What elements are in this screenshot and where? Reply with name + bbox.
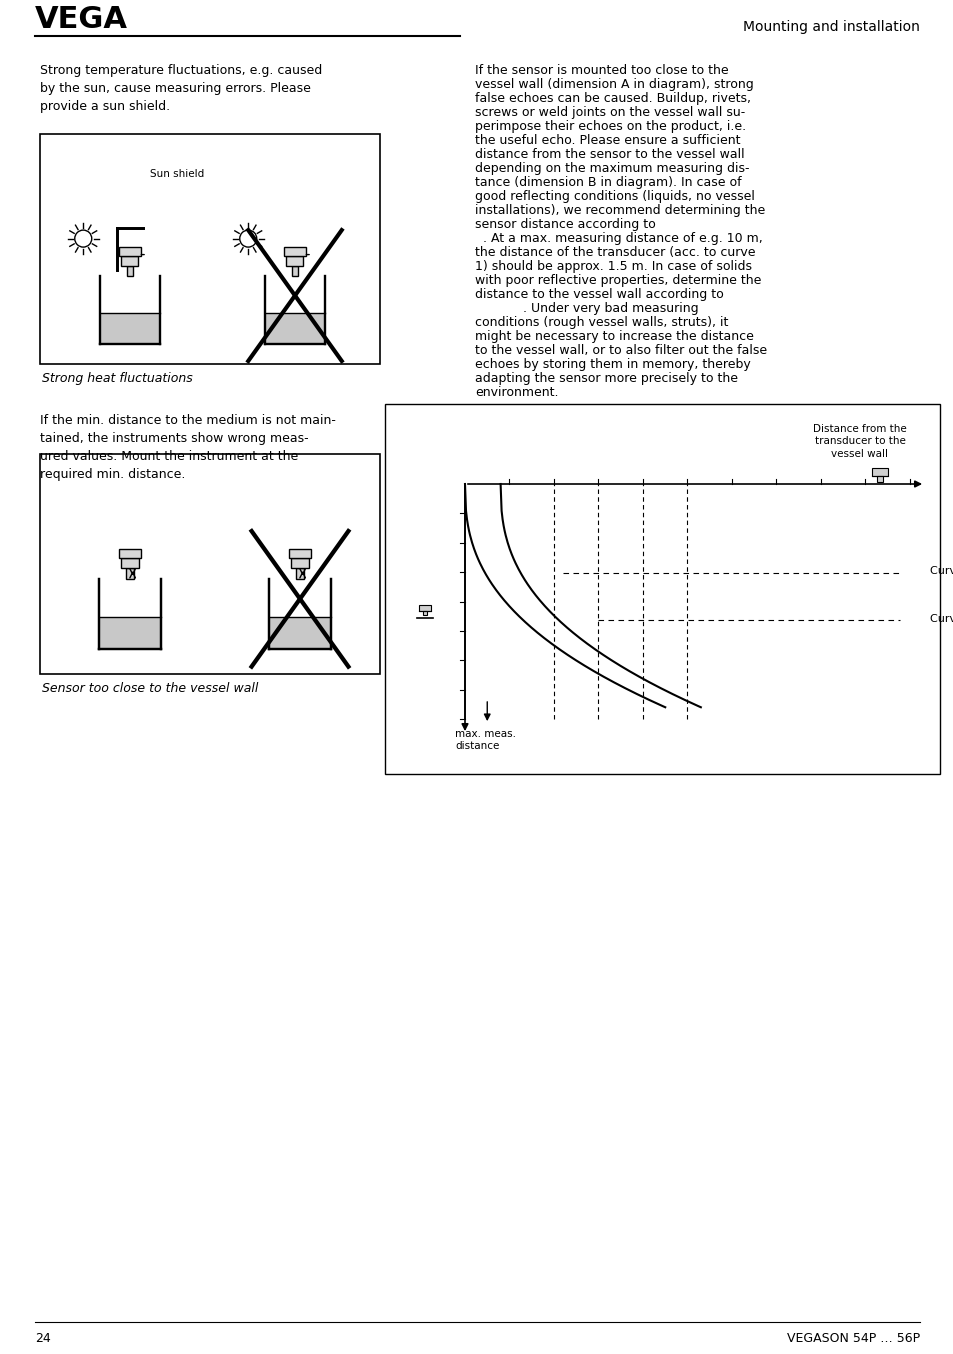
- Text: Distance from the
transducer to the
vessel wall: Distance from the transducer to the vess…: [812, 424, 906, 459]
- Text: false echoes can be caused. Buildup, rivets,: false echoes can be caused. Buildup, riv…: [475, 92, 750, 106]
- Bar: [296, 569, 303, 578]
- Text: Strong heat fluctuations: Strong heat fluctuations: [42, 372, 193, 385]
- Bar: [876, 477, 882, 482]
- Bar: [40, 454, 379, 674]
- Text: with poor reflective properties, determine the: with poor reflective properties, determi…: [475, 274, 760, 287]
- Bar: [119, 246, 141, 256]
- Text: VEGA: VEGA: [35, 5, 128, 34]
- Text: to the vessel wall, or to also filter out the false: to the vessel wall, or to also filter ou…: [475, 344, 766, 357]
- Bar: [288, 548, 311, 558]
- Bar: [385, 403, 939, 774]
- Text: perimpose their echoes on the product, i.e.: perimpose their echoes on the product, i…: [475, 121, 745, 133]
- Bar: [121, 256, 138, 265]
- Bar: [127, 265, 133, 276]
- Bar: [99, 617, 161, 649]
- Circle shape: [239, 230, 256, 246]
- Text: VEGASON 54P … 56P: VEGASON 54P … 56P: [786, 1332, 919, 1345]
- Text: Curve 1 (liquids): Curve 1 (liquids): [929, 566, 953, 577]
- Text: distance from the sensor to the vessel wall: distance from the sensor to the vessel w…: [475, 148, 744, 161]
- Text: . Under very bad measuring: . Under very bad measuring: [475, 302, 698, 315]
- Bar: [265, 313, 324, 344]
- Bar: [418, 605, 431, 611]
- Text: distance to the vessel wall according to: distance to the vessel wall according to: [475, 288, 723, 301]
- Text: Mounting and installation: Mounting and installation: [742, 20, 919, 34]
- Text: If the min. distance to the medium is not main-
tained, the instruments show wro: If the min. distance to the medium is no…: [40, 414, 335, 481]
- Text: conditions (rough vessel walls, struts), it: conditions (rough vessel walls, struts),…: [475, 315, 727, 329]
- Text: If the sensor is mounted too close to the: If the sensor is mounted too close to th…: [475, 64, 728, 77]
- Bar: [284, 246, 306, 256]
- Text: Strong temperature fluctuations, e.g. caused
by the sun, cause measuring errors.: Strong temperature fluctuations, e.g. ca…: [40, 64, 322, 112]
- Text: Curve 2 (solids): Curve 2 (solids): [929, 613, 953, 623]
- Bar: [269, 617, 331, 649]
- Text: 1) should be approx. 1.5 m. In case of solids: 1) should be approx. 1.5 m. In case of s…: [475, 260, 751, 274]
- Bar: [871, 468, 887, 477]
- Bar: [118, 548, 141, 558]
- Text: installations), we recommend determining the: installations), we recommend determining…: [475, 204, 764, 217]
- Bar: [121, 558, 138, 569]
- Text: tance (dimension B in diagram). In case of: tance (dimension B in diagram). In case …: [475, 176, 740, 190]
- Bar: [291, 558, 309, 569]
- Bar: [127, 569, 133, 578]
- Text: good reflecting conditions (liquids, no vessel: good reflecting conditions (liquids, no …: [475, 190, 754, 203]
- Text: max. meas.
distance: max. meas. distance: [455, 728, 516, 751]
- Text: depending on the maximum measuring dis-: depending on the maximum measuring dis-: [475, 162, 749, 175]
- Text: adapting the sensor more precisely to the: adapting the sensor more precisely to th…: [475, 372, 738, 385]
- Text: Sensor too close to the vessel wall: Sensor too close to the vessel wall: [42, 682, 258, 695]
- Text: the distance of the transducer (acc. to curve: the distance of the transducer (acc. to …: [475, 246, 755, 259]
- Bar: [292, 265, 298, 276]
- Bar: [40, 134, 379, 364]
- Text: sensor distance according to: sensor distance according to: [475, 218, 655, 232]
- Text: echoes by storing them in memory, thereby: echoes by storing them in memory, thereb…: [475, 357, 750, 371]
- Circle shape: [74, 230, 91, 246]
- Text: vessel wall (dimension A in diagram), strong: vessel wall (dimension A in diagram), st…: [475, 79, 753, 91]
- Text: might be necessary to increase the distance: might be necessary to increase the dista…: [475, 330, 753, 343]
- Text: Sun shield: Sun shield: [150, 169, 204, 179]
- Bar: [422, 611, 427, 615]
- Bar: [286, 256, 303, 265]
- Text: the useful echo. Please ensure a sufficient: the useful echo. Please ensure a suffici…: [475, 134, 740, 148]
- Text: . At a max. measuring distance of e.g. 10 m,: . At a max. measuring distance of e.g. 1…: [475, 232, 762, 245]
- Text: 24: 24: [35, 1332, 51, 1345]
- Text: screws or weld joints on the vessel wall su-: screws or weld joints on the vessel wall…: [475, 106, 744, 119]
- Text: environment.: environment.: [475, 386, 558, 399]
- Bar: [100, 313, 159, 344]
